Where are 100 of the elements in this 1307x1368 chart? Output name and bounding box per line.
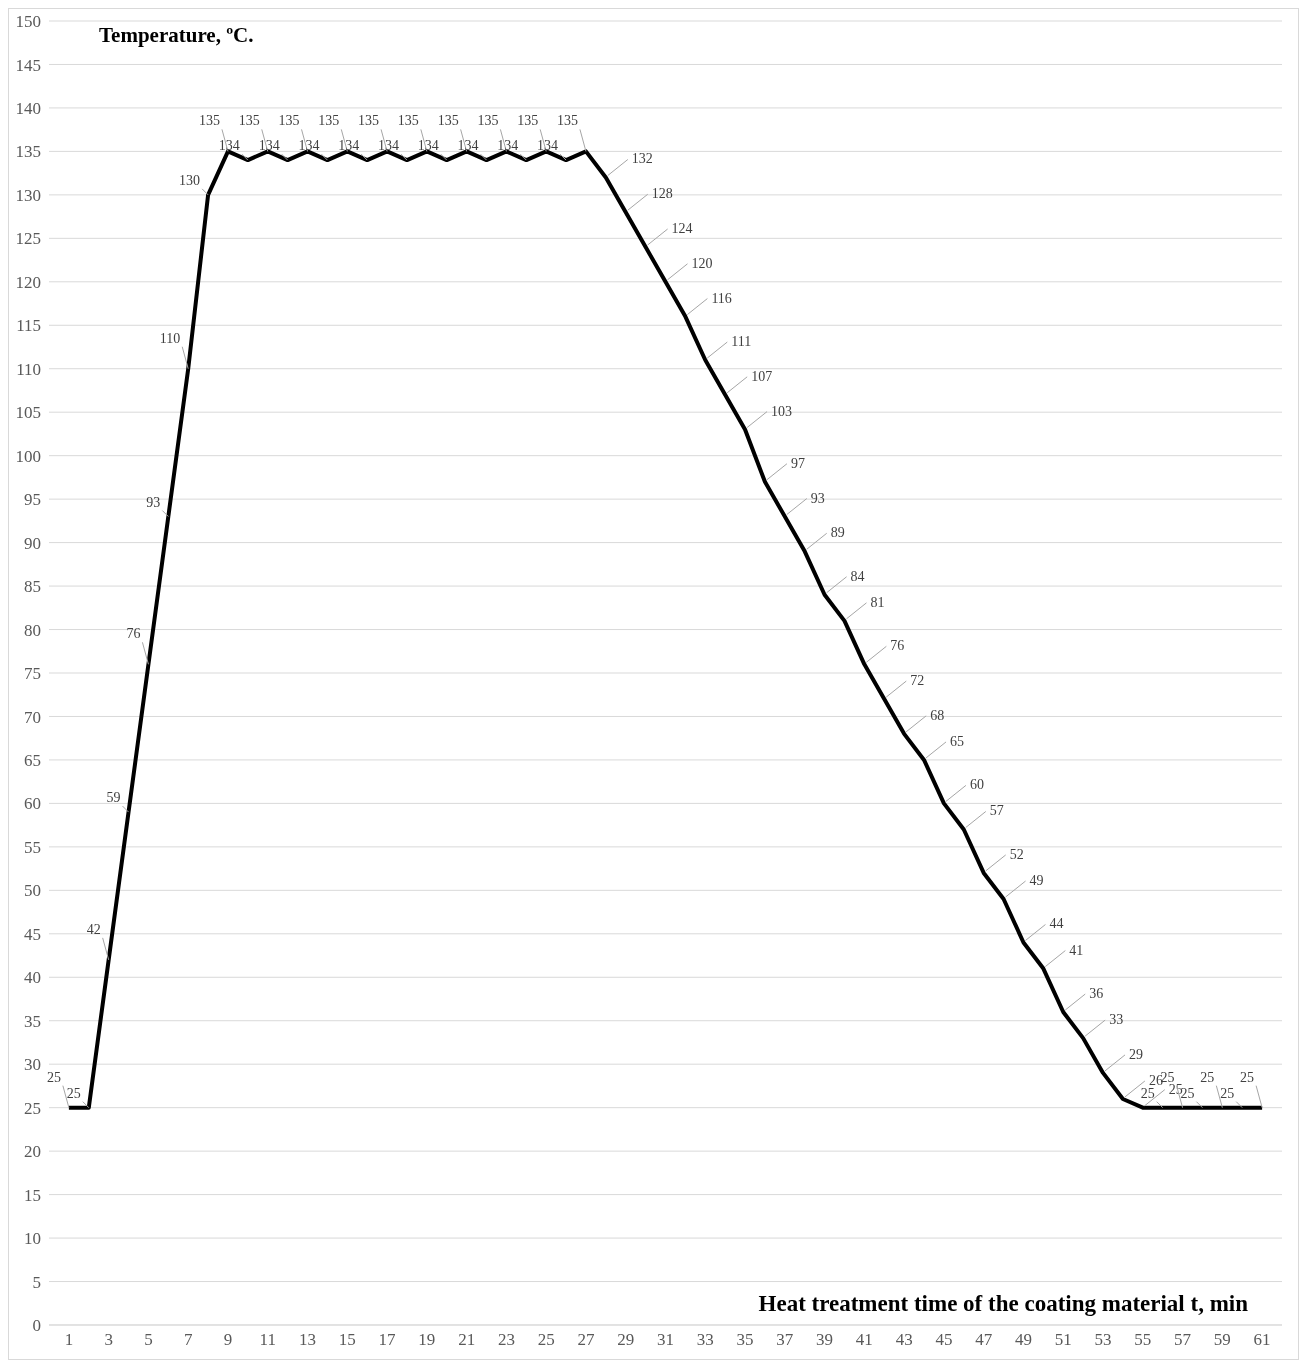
x-tick-label: 37: [776, 1330, 794, 1350]
x-tick-label: 35: [736, 1330, 754, 1350]
x-tick-label: 9: [223, 1330, 233, 1350]
y-tick-label: 70: [24, 707, 41, 727]
y-axis-title: Temperature, ºC.: [99, 23, 254, 48]
data-label: 135: [198, 113, 220, 129]
data-label: 52: [1009, 846, 1024, 862]
x-tick-label: 55: [1134, 1330, 1152, 1350]
x-tick-label: 23: [497, 1330, 515, 1350]
data-label: 116: [711, 290, 732, 306]
x-tick-label: 7: [183, 1330, 193, 1350]
x-tick-label: 47: [975, 1330, 993, 1350]
y-tick-label: 100: [15, 446, 41, 466]
data-label: 65: [950, 733, 965, 749]
data-label: 41: [1069, 942, 1084, 958]
data-label: 135: [318, 113, 340, 129]
y-tick-label: 95: [24, 490, 41, 510]
y-tick-label: 80: [24, 620, 41, 640]
y-tick-label: 65: [24, 750, 41, 770]
data-label: 89: [830, 525, 845, 541]
data-label: 128: [651, 186, 673, 202]
y-tick-label: 110: [16, 359, 41, 379]
y-tick-label: 75: [24, 664, 41, 684]
data-label: 110: [159, 330, 181, 346]
data-label: 134: [417, 138, 439, 154]
y-tick-label: 50: [24, 881, 41, 901]
x-tick-label: 31: [657, 1330, 674, 1350]
x-tick-label: 41: [855, 1330, 873, 1350]
y-tick-label: 140: [15, 98, 41, 118]
y-tick-label: 60: [24, 794, 41, 814]
y-tick-label: 55: [24, 837, 41, 857]
data-label: 135: [238, 113, 260, 129]
x-tick-label: 21: [458, 1330, 476, 1350]
data-label: 134: [218, 138, 240, 154]
line-series: [66, 149, 1265, 1110]
x-tick-label: 43: [895, 1330, 913, 1350]
x-axis-title: Heat treatment time of the coating material t, min: [758, 1291, 1248, 1317]
data-label: 130: [179, 172, 201, 188]
data-label: 134: [497, 138, 519, 154]
x-tick-label: 29: [617, 1330, 635, 1350]
y-tick-label: 0: [32, 1316, 41, 1336]
data-label: 135: [517, 113, 539, 129]
data-label: 25: [1240, 1069, 1255, 1085]
y-tick-label: 90: [24, 533, 41, 553]
x-tick-label: 5: [144, 1330, 153, 1350]
data-label: 134: [377, 138, 399, 154]
data-label: 57: [989, 803, 1004, 819]
data-label: 134: [537, 138, 559, 154]
data-label: 132: [631, 151, 653, 167]
x-tick-label: 3: [104, 1330, 113, 1350]
data-label: 59: [106, 790, 121, 806]
data-label: 135: [278, 113, 300, 129]
data-label: 120: [691, 255, 713, 271]
data-label: 84: [850, 568, 865, 584]
y-tick-label: 5: [32, 1272, 41, 1292]
y-tick-label: 130: [15, 185, 41, 205]
data-label: 111: [731, 334, 752, 350]
data-label: 124: [671, 221, 693, 237]
y-tick-label: 85: [24, 577, 41, 597]
y-tick-label: 10: [24, 1229, 41, 1249]
y-tick-label: 15: [24, 1185, 41, 1205]
y-tick-label: 125: [15, 229, 41, 249]
x-tick-label: 33: [696, 1330, 714, 1350]
x-tick-label: 45: [935, 1330, 953, 1350]
x-tick-label: 19: [418, 1330, 436, 1350]
data-label: 135: [556, 113, 578, 129]
data-label: 134: [298, 138, 320, 154]
data-label: 33: [1109, 1012, 1124, 1028]
x-tick-label: 59: [1213, 1330, 1231, 1350]
y-tick-label: 150: [15, 12, 41, 32]
data-label: 107: [751, 368, 773, 384]
data-label: 134: [338, 138, 360, 154]
y-tick-label: 30: [24, 1055, 41, 1075]
data-label: 135: [477, 113, 499, 129]
data-label: 72: [910, 673, 925, 689]
x-tick-label: 57: [1174, 1330, 1192, 1350]
data-label: 76: [126, 626, 141, 642]
data-label: 135: [397, 113, 419, 129]
x-tick-label: 25: [537, 1330, 555, 1350]
y-tick-label: 45: [24, 924, 41, 944]
data-label: 25: [1140, 1085, 1155, 1101]
x-tick-label: 1: [64, 1330, 74, 1350]
x-tick-label: 39: [816, 1330, 834, 1350]
data-label: 25: [1220, 1085, 1235, 1101]
data-label: 25: [1200, 1069, 1215, 1085]
y-tick-label: 115: [16, 316, 41, 336]
data-label: 49: [1029, 873, 1044, 889]
data-label: 93: [146, 494, 161, 510]
data-label: 25: [46, 1069, 61, 1085]
y-tick-label: 105: [15, 403, 41, 423]
y-tick-label: 120: [15, 272, 41, 292]
data-label: 42: [86, 921, 101, 937]
x-tick-label: 13: [299, 1330, 317, 1350]
x-tick-label: 49: [1014, 1330, 1032, 1350]
y-tick-label: 135: [15, 142, 41, 162]
y-tick-label: 20: [24, 1142, 41, 1162]
data-label: 25: [66, 1085, 81, 1101]
data-label: 93: [810, 490, 825, 506]
y-tick-label: 145: [15, 55, 41, 75]
x-tick-label: 17: [378, 1330, 397, 1350]
